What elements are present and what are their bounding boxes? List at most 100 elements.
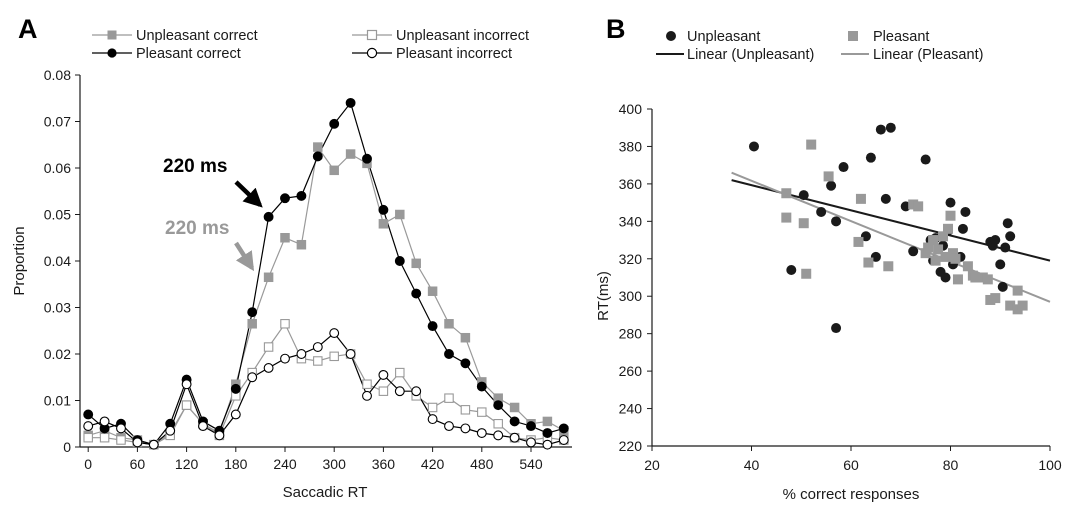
panel-a-label: A (18, 14, 38, 44)
panel-b-y-tick-label: 340 (619, 213, 643, 229)
data-point-pleasant-incorrect (148, 439, 159, 450)
scatter-point-pleasant (1005, 300, 1016, 311)
scatter-point-pleasant (982, 274, 993, 285)
legend-label-unpleasant-correct: Unpleasant correct (136, 28, 258, 44)
series-line-pleasant-incorrect (88, 332, 564, 446)
panel-a-x-tick-label: 60 (130, 456, 146, 472)
data-point-pleasant-incorrect (280, 353, 290, 364)
data-point-unpleasant-correct (263, 272, 274, 283)
data-point-pleasant-incorrect (329, 328, 340, 339)
data-point-pleasant-correct (83, 409, 94, 420)
data-point-pleasant-incorrect (230, 409, 241, 420)
data-point-pleasant-incorrect (427, 414, 438, 425)
panel-b-y-tick-label: 220 (619, 438, 643, 454)
scatter-point-unpleasant (908, 246, 919, 257)
data-point-pleasant-incorrect (198, 421, 208, 432)
data-point-pleasant-incorrect (526, 437, 536, 448)
scatter-point-unpleasant (997, 281, 1008, 292)
data-point-unpleasant-incorrect (444, 393, 454, 403)
scatter-point-pleasant (823, 171, 834, 182)
data-point-pleasant-incorrect (247, 372, 258, 383)
panel-a-x-tick-label: 180 (224, 456, 248, 472)
scatter-point-unpleasant (1005, 231, 1016, 242)
data-point-pleasant-incorrect (181, 379, 192, 390)
data-point-pleasant-incorrect (263, 363, 274, 373)
data-point-pleasant-correct (427, 321, 438, 332)
legend-marker-pleasant-incorrect (366, 47, 378, 59)
data-point-pleasant-correct (509, 416, 520, 427)
scatter-point-unpleasant (1002, 218, 1013, 229)
data-point-unpleasant-correct (427, 286, 438, 296)
legend-marker-unpleasant-incorrect (366, 29, 378, 41)
legend-marker-unpleasant (666, 31, 676, 41)
scatter-point-pleasant (943, 223, 954, 234)
panel-b-x-tick-label: 40 (744, 457, 760, 473)
scatter-point-pleasant (923, 242, 934, 253)
data-point-unpleasant-incorrect (378, 386, 389, 396)
data-point-pleasant-correct (476, 381, 487, 392)
data-point-pleasant-correct (493, 400, 504, 411)
scatter-point-unpleasant (945, 197, 956, 208)
scatter-point-unpleasant (995, 259, 1006, 270)
scatter-point-pleasant (938, 231, 949, 242)
panel-a-axes: 0 0.01 0.02 0.03 0.04 0.05 0.06 0.07 0.08 0 60 120 1… (44, 67, 572, 472)
scatter-point-pleasant (920, 248, 931, 259)
panel-b: B Unpleasant Pleasant Linear (Unpleasant… (595, 14, 1062, 503)
data-point-unpleasant-incorrect (460, 405, 471, 415)
data-point-unpleasant-correct (313, 142, 323, 152)
data-point-pleasant-incorrect (411, 386, 422, 397)
data-point-pleasant-incorrect (460, 423, 471, 434)
panel-a-y-tick-label: 0.01 (44, 393, 71, 409)
scatter-point-pleasant (1012, 285, 1023, 296)
data-point-pleasant-correct (263, 211, 274, 222)
scatter-point-pleasant (1017, 300, 1028, 311)
scatter-point-pleasant (933, 244, 944, 255)
panel-a-x-tick-label: 300 (323, 456, 347, 472)
scatter-point-unpleasant (748, 141, 759, 152)
data-point-unpleasant-incorrect (329, 351, 339, 362)
scatter-point-pleasant (855, 193, 866, 204)
data-point-unpleasant-correct (296, 239, 307, 250)
data-point-pleasant-incorrect (509, 432, 520, 443)
panel-b-xlabel: % correct responses (783, 486, 920, 503)
data-point-pleasant-correct (296, 190, 307, 201)
data-point-pleasant-incorrect (214, 430, 225, 441)
panel-b-x-tick-label: 100 (1038, 457, 1062, 473)
scatter-point-pleasant (952, 274, 963, 285)
scatter-point-unpleasant (831, 216, 842, 227)
data-point-unpleasant-correct (247, 319, 257, 329)
annotation-arrow-unpleasant (234, 241, 255, 272)
scatter-point-unpleasant (831, 323, 842, 334)
scatter-point-pleasant (970, 272, 981, 283)
data-point-pleasant-correct (230, 383, 241, 394)
panel-b-y-tick-label: 240 (619, 401, 643, 417)
scatter-point-unpleasant (880, 193, 891, 204)
data-point-unpleasant-incorrect (395, 367, 405, 378)
scatter-point-unpleasant (957, 223, 968, 234)
series-line-pleasant-correct (87, 101, 564, 446)
scatter-point-pleasant (863, 257, 874, 268)
annotation-220ms-unpleasant: 220 ms (165, 218, 229, 239)
data-point-unpleasant-correct (345, 149, 356, 159)
panel-a-y-tick-label: 0.05 (44, 207, 71, 223)
panel-b-points (748, 122, 1028, 334)
scatter-point-pleasant (853, 236, 864, 247)
scatter-point-unpleasant (786, 265, 797, 276)
data-point-unpleasant-correct (509, 402, 520, 413)
scatter-point-unpleasant (816, 206, 827, 217)
series-line-unpleasant-correct (88, 145, 565, 446)
data-point-pleasant-incorrect (476, 428, 487, 438)
panel-b-y-tick-label: 300 (619, 288, 643, 304)
data-point-unpleasant-incorrect (116, 435, 126, 445)
panel-a-ylabel: Proportion (11, 226, 28, 295)
panel-b-x-tick-label: 80 (943, 457, 959, 473)
data-point-pleasant-correct (329, 118, 340, 129)
scatter-point-pleasant (806, 139, 817, 150)
data-point-pleasant-incorrect (378, 369, 389, 380)
scatter-point-pleasant (781, 212, 792, 223)
scatter-point-unpleasant (798, 190, 809, 201)
scatter-point-pleasant (883, 261, 894, 272)
scatter-point-unpleasant (885, 122, 896, 133)
data-point-unpleasant-incorrect (313, 356, 323, 366)
